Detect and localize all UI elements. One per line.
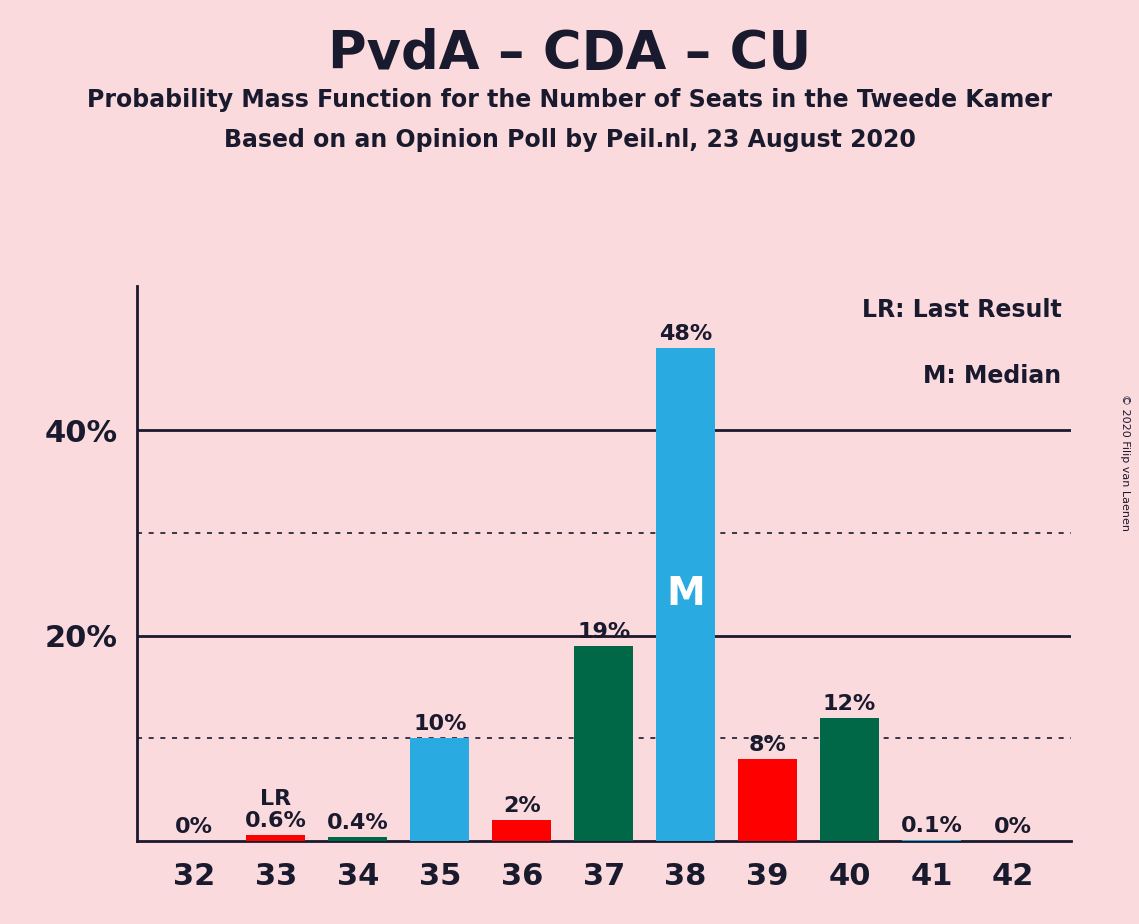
- Bar: [738, 759, 797, 841]
- Text: M: M: [666, 576, 705, 614]
- Text: 0%: 0%: [175, 817, 213, 837]
- Text: PvdA – CDA – CU: PvdA – CDA – CU: [328, 28, 811, 79]
- Bar: [574, 646, 633, 841]
- Text: © 2020 Filip van Laenen: © 2020 Filip van Laenen: [1120, 394, 1130, 530]
- Bar: [246, 834, 305, 841]
- Bar: [902, 840, 961, 841]
- Bar: [656, 348, 715, 841]
- Bar: [492, 821, 551, 841]
- Text: 48%: 48%: [659, 324, 712, 344]
- Text: M: Median: M: Median: [924, 364, 1062, 388]
- Text: 2%: 2%: [502, 796, 541, 816]
- Text: 0.6%: 0.6%: [245, 810, 306, 831]
- Text: 0%: 0%: [994, 817, 1032, 837]
- Text: LR: Last Result: LR: Last Result: [861, 298, 1062, 322]
- Text: 10%: 10%: [413, 714, 467, 734]
- Text: 0.1%: 0.1%: [901, 816, 962, 835]
- Text: Probability Mass Function for the Number of Seats in the Tweede Kamer: Probability Mass Function for the Number…: [87, 88, 1052, 112]
- Text: Based on an Opinion Poll by Peil.nl, 23 August 2020: Based on an Opinion Poll by Peil.nl, 23 …: [223, 128, 916, 152]
- Text: 0.4%: 0.4%: [327, 812, 388, 833]
- Text: 8%: 8%: [748, 735, 786, 755]
- Bar: [410, 738, 469, 841]
- Text: 12%: 12%: [822, 694, 876, 713]
- Text: 19%: 19%: [577, 622, 630, 641]
- Text: LR: LR: [261, 789, 292, 809]
- Bar: [820, 718, 879, 841]
- Bar: [328, 837, 387, 841]
